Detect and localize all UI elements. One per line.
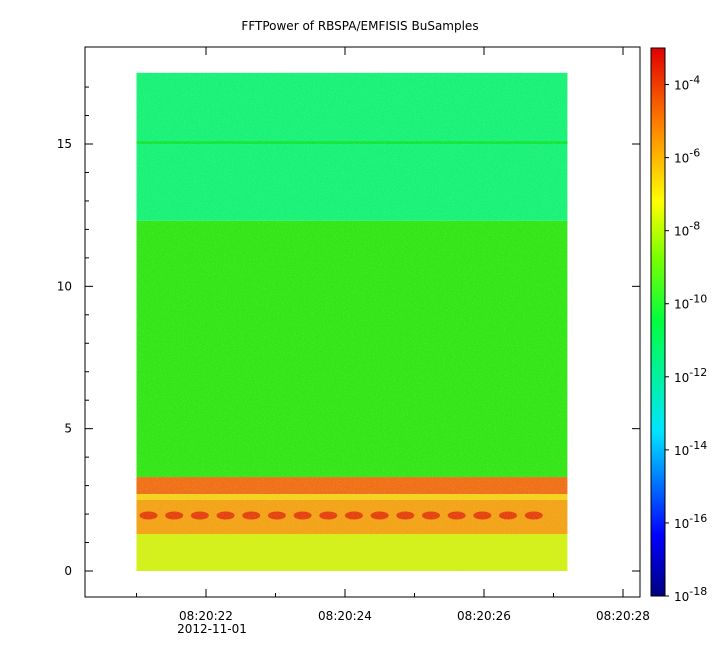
colorbar-tick-label: 10-16: [674, 512, 707, 531]
x-axis: 08:20:22 08:20:24 08:20:26 08:20:28: [136, 47, 650, 623]
colorbar-tick-label: 10-4: [674, 74, 700, 93]
colorbar-tick-label: 10-6: [674, 147, 700, 166]
colorbar-tick-label: 10-8: [674, 220, 700, 239]
colorbar-tick-label: 10-14: [674, 439, 707, 458]
y-tick-label: 10: [57, 279, 72, 293]
colorbar: [650, 47, 666, 597]
colorbar-tick-label: 10-10: [674, 293, 707, 312]
y-tick-label: 0: [64, 564, 72, 578]
chart-title: FFTPower of RBSPA/EMFISIS BuSamples: [241, 19, 478, 33]
spectrogram-noise: [136, 72, 568, 571]
x-date-label: 2012-11-01: [177, 622, 247, 636]
x-tick-label: 08:20:26: [457, 609, 511, 623]
y-axis: 0 5 10 15: [57, 86, 640, 578]
colorbar-tick-label: 10-12: [674, 366, 707, 385]
y-tick-label: 15: [57, 137, 72, 151]
x-tick-label: 08:20:28: [596, 609, 650, 623]
colorbar-ticks: 10-4 10-6 10-8 10-10 10-12 10-14 10-16 10-18: [665, 74, 707, 604]
y-tick-label: 5: [64, 422, 72, 436]
x-tick-label: 08:20:22: [179, 609, 233, 623]
colorbar-tick-label: 10-18: [674, 585, 707, 604]
x-tick-label: 08:20:24: [318, 609, 372, 623]
